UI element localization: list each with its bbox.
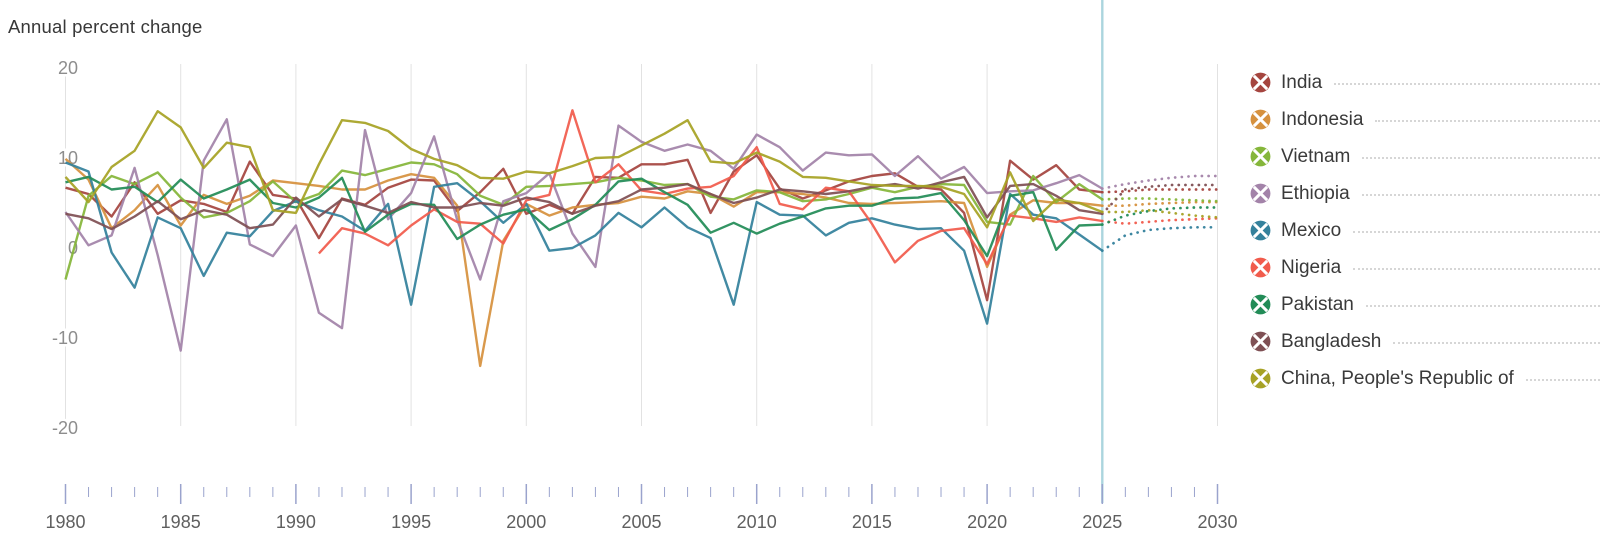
series-projection-pakistan[interactable] (1100, 206, 1219, 226)
legend-label[interactable]: Indonesia (1281, 108, 1364, 130)
legend-label[interactable]: Vietnam (1281, 145, 1351, 167)
x-axis-label: 2020 (967, 512, 1007, 532)
series-line-pakistan[interactable] (65, 175, 1103, 258)
chart-title: Annual percent change (8, 16, 203, 37)
series-line-indonesia[interactable] (64, 158, 1103, 368)
x-axis-label: 2025 (1082, 512, 1122, 532)
legend-item[interactable]: Bangladesh (1250, 323, 1600, 360)
legend-item[interactable]: China, People's Republic of (1250, 360, 1600, 397)
remove-series-icon[interactable] (1250, 109, 1271, 130)
remove-series-icon[interactable] (1250, 294, 1271, 315)
x-axis-label: 2010 (737, 512, 777, 532)
x-axis-label: 2030 (1197, 512, 1237, 532)
legend-label[interactable]: Pakistan (1281, 293, 1354, 315)
legend-label[interactable]: Bangladesh (1281, 330, 1382, 352)
legend-leader-line (1334, 82, 1600, 85)
series-line-mexico[interactable] (65, 161, 1103, 325)
series-line-ethiopia[interactable] (64, 118, 1103, 352)
legend-item[interactable]: Mexico (1250, 212, 1600, 249)
x-axis-label: 1980 (45, 512, 85, 532)
legend-label[interactable]: India (1281, 71, 1323, 93)
y-axis-label: -10 (52, 328, 78, 348)
legend-item[interactable]: Pakistan (1250, 286, 1600, 323)
series-projection-ethiopia[interactable] (1100, 174, 1219, 190)
series-line-nigeria[interactable] (318, 109, 1103, 266)
legend-item[interactable]: Vietnam (1250, 138, 1600, 175)
legend-leader-line (1353, 230, 1600, 233)
series-projection-india[interactable] (1100, 188, 1219, 194)
legend-label[interactable]: Mexico (1281, 219, 1342, 241)
x-axis-label: 1990 (276, 512, 316, 532)
x-axis-label: 1995 (391, 512, 431, 532)
x-axis-label: 2015 (852, 512, 892, 532)
legend: India Indonesia Vietnam Ethiopia Mexico (1250, 64, 1600, 397)
legend-item[interactable]: Indonesia (1250, 101, 1600, 138)
series-projection-mexico[interactable] (1100, 225, 1219, 253)
legend-leader-line (1525, 378, 1600, 381)
remove-series-icon[interactable] (1250, 368, 1271, 389)
legend-leader-line (1361, 193, 1600, 196)
legend-label[interactable]: Nigeria (1281, 256, 1342, 278)
legend-leader-line (1362, 156, 1600, 159)
legend-item[interactable]: India (1250, 64, 1600, 101)
remove-series-icon[interactable] (1250, 331, 1271, 352)
legend-item[interactable]: Nigeria (1250, 249, 1600, 286)
y-axis-label: 20 (58, 58, 78, 78)
series-projection-indonesia[interactable] (1100, 200, 1219, 208)
y-axis-label: -20 (52, 418, 78, 438)
legend-label[interactable]: Ethiopia (1281, 182, 1350, 204)
legend-leader-line (1353, 267, 1600, 270)
legend-label[interactable]: China, People's Republic of (1281, 367, 1514, 389)
remove-series-icon[interactable] (1250, 257, 1271, 278)
remove-series-icon[interactable] (1250, 72, 1271, 93)
x-axis-label: 2005 (621, 512, 661, 532)
legend-item[interactable]: Ethiopia (1250, 175, 1600, 212)
remove-series-icon[interactable] (1250, 220, 1271, 241)
series-projection-china-people-s-republic-of[interactable] (1100, 208, 1219, 219)
series-line-china-people-s-republic-of[interactable] (64, 110, 1103, 229)
legend-leader-line (1393, 341, 1600, 344)
series-projection-nigeria[interactable] (1100, 216, 1219, 226)
legend-leader-line (1375, 119, 1600, 122)
legend-leader-line (1365, 304, 1600, 307)
series-projection-vietnam[interactable] (1100, 197, 1219, 203)
series-projection-bangladesh[interactable] (1100, 183, 1219, 216)
remove-series-icon[interactable] (1250, 183, 1271, 204)
x-axis-label: 1985 (161, 512, 201, 532)
remove-series-icon[interactable] (1250, 146, 1271, 167)
x-axis-label: 2000 (506, 512, 546, 532)
